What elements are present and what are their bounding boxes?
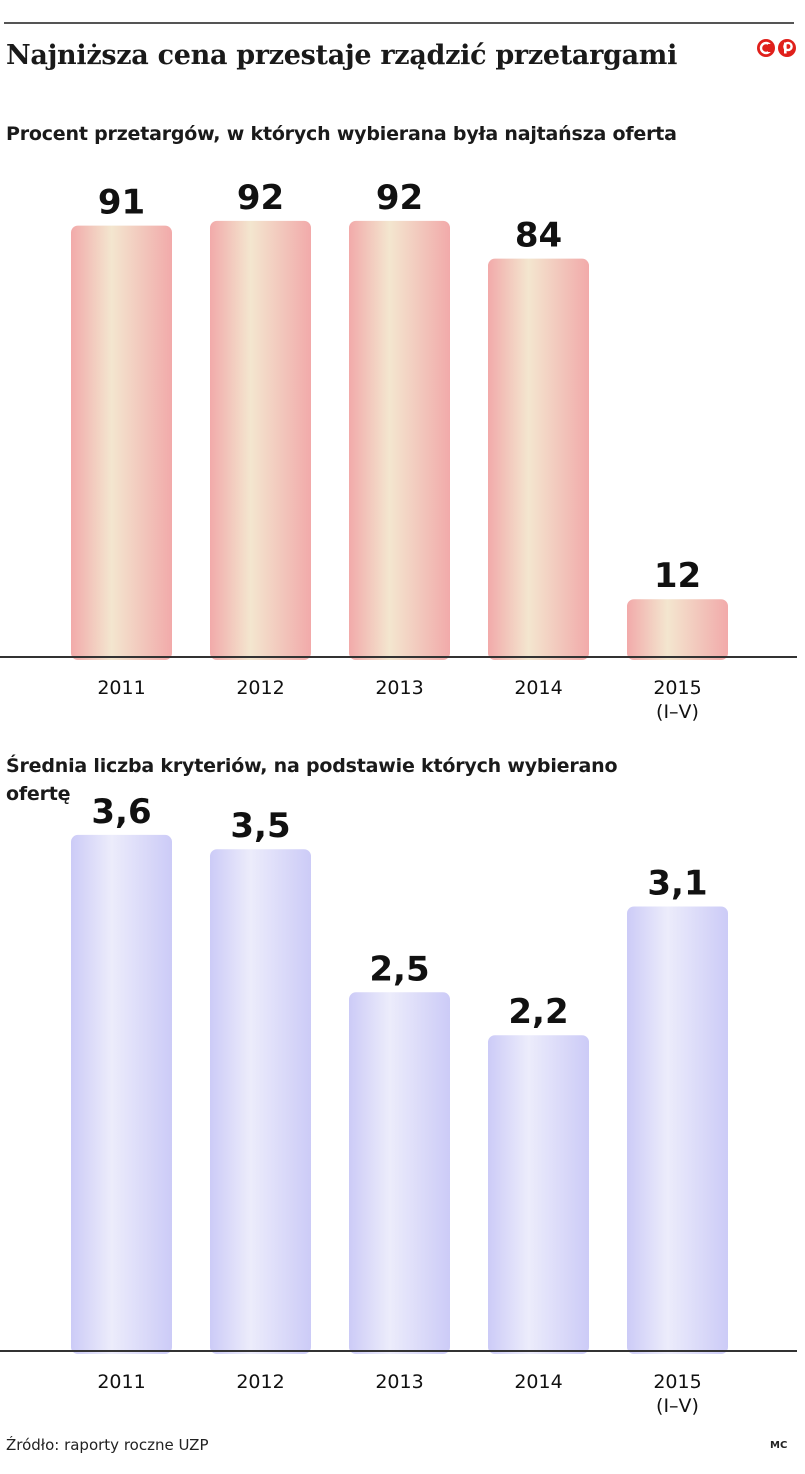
x-tick-label: 2015 (653, 1371, 701, 1393)
x-axis-line (0, 656, 797, 658)
source-note: Źródło: raporty roczne UZP (6, 1436, 209, 1454)
x-tick-label: 2013 (375, 677, 423, 699)
x-tick-label: (I–V) (656, 701, 699, 723)
x-tick-label: 2012 (236, 677, 284, 699)
chart-avg-criteria-count: 3,6 2011 3,5 2012 2,5 2013 2,2 2014 3,1 2015(I–V) (0, 792, 797, 1417)
rp-logo-icon (757, 39, 796, 57)
data-label: 3,5 (230, 806, 290, 846)
bar (488, 258, 589, 660)
chart2-subtitle: Średnia liczba kryteriów, na podstawie k… (6, 755, 618, 805)
chart-cheapest-offer-percent: 91 2011 92 2012 92 2013 84 2014 12 2015(I–V) (0, 178, 797, 723)
data-label: 3,1 (647, 863, 707, 903)
bar (210, 220, 311, 660)
x-tick-label: 2014 (514, 677, 562, 699)
bar (210, 849, 311, 1354)
data-label: 2,2 (508, 992, 568, 1032)
chart1-subtitle: Procent przetargów, w których wybierana … (6, 123, 677, 145)
data-label: 12 (654, 556, 701, 596)
x-tick-label: (I–V) (656, 1395, 699, 1417)
top-rule (4, 22, 794, 24)
x-tick-label: 2011 (97, 1371, 145, 1393)
data-label: 3,6 (91, 792, 151, 832)
x-axis-line (0, 1350, 797, 1352)
data-label: 91 (98, 183, 145, 223)
data-label: 84 (515, 216, 562, 256)
data-label: 92 (237, 178, 284, 218)
bar (627, 906, 728, 1354)
bar (349, 220, 450, 660)
bar (627, 599, 728, 660)
bar (488, 1035, 589, 1354)
author-credit: MC (770, 1440, 788, 1451)
bar (71, 225, 172, 660)
x-tick-label: 2011 (97, 677, 145, 699)
x-tick-label: 2012 (236, 1371, 284, 1393)
x-tick-label: 2015 (653, 677, 701, 699)
x-tick-label: 2013 (375, 1371, 423, 1393)
data-label: 2,5 (369, 949, 429, 989)
page-title: Najniższa cena przestaje rządzić przetar… (6, 40, 678, 71)
data-label: 92 (376, 178, 423, 218)
bar (71, 834, 172, 1354)
x-tick-label: 2014 (514, 1371, 562, 1393)
bar (349, 992, 450, 1354)
